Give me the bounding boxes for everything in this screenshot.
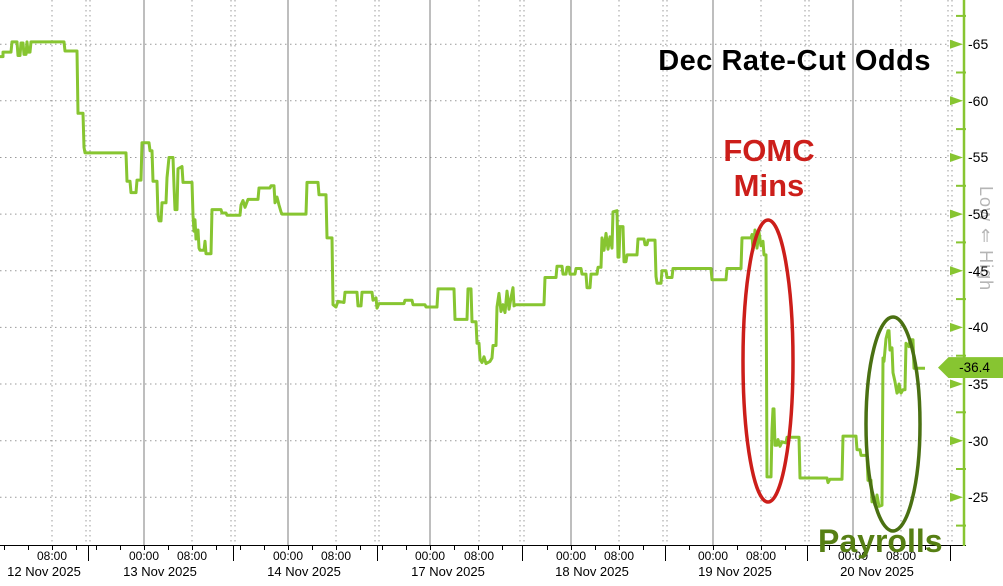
x-axis-minor-tick <box>595 546 596 550</box>
x-axis-minor-tick <box>120 546 121 550</box>
x-axis-time-label: 08:00 <box>463 549 495 563</box>
chart-title: Dec Rate-Cut Odds <box>658 45 931 77</box>
y-axis-arrow-tick <box>950 322 963 332</box>
x-axis-minor-tick <box>288 546 289 550</box>
x-axis-minor-tick <box>52 546 53 550</box>
x-axis-day-boundary-tick <box>665 546 666 561</box>
fomc-annotation-line1: FOMC <box>723 133 815 168</box>
x-axis-minor-tick <box>853 546 854 550</box>
x-axis-minor-tick <box>454 546 455 550</box>
x-axis-minor-tick <box>547 546 548 550</box>
x-axis-time-label: 08:00 <box>320 549 352 563</box>
y-axis: Low ⇐ High -65 -60 -55 -50 -45 -40 -35 -30 -25 <box>966 0 1003 546</box>
last-value-marker: -36.4 <box>938 357 1003 379</box>
y-axis-label: -60 <box>968 92 989 109</box>
x-axis-minor-tick <box>168 546 169 550</box>
x-axis-date-label: 18 Nov 2025 <box>555 564 629 579</box>
payrolls-ellipse <box>864 315 922 533</box>
y-axis-arrow-tick <box>950 492 963 502</box>
fomc-mins-annotation: FOMC Mins <box>723 133 814 203</box>
x-axis-time-label: 08:00 <box>176 549 208 563</box>
x-axis-day-boundary-tick <box>377 546 378 561</box>
x-axis-minor-tick <box>4 546 5 550</box>
y-axis-arrow-tick <box>950 436 963 446</box>
last-value-label: -36.4 <box>959 360 990 376</box>
x-axis-minor-tick <box>76 546 77 550</box>
x-axis-minor-tick <box>761 546 762 550</box>
x-axis-minor-tick <box>877 546 878 550</box>
fomc-ellipse <box>741 218 795 504</box>
x-axis-day-boundary-tick <box>233 546 234 561</box>
x-axis-time-label: 00:00 <box>414 549 446 563</box>
x-axis-minor-tick <box>619 546 620 550</box>
x-axis: 08:00 12 Nov 2025 00:00 08:00 13 Nov 2025 00:… <box>0 546 1003 586</box>
x-axis-minor-tick <box>478 546 479 550</box>
x-axis-minor-tick <box>96 546 97 550</box>
x-axis-date-label: 12 Nov 2025 <box>7 564 81 579</box>
x-axis-minor-tick <box>192 546 193 550</box>
y-axis-label: -65 <box>968 36 989 53</box>
x-axis-minor-tick <box>430 546 431 550</box>
x-axis-minor-tick <box>336 546 337 550</box>
x-axis-minor-tick <box>737 546 738 550</box>
x-axis-time-label: 00:00 <box>555 549 587 563</box>
x-axis-date-label: 20 Nov 2025 <box>840 564 914 579</box>
x-axis-minor-tick <box>829 546 830 550</box>
y-axis-label: -30 <box>968 432 989 449</box>
x-axis-time-label: 00:00 <box>128 549 160 563</box>
x-axis-minor-tick <box>713 546 714 550</box>
y-axis-label: -35 <box>968 376 989 392</box>
x-axis-minor-tick <box>240 546 241 550</box>
x-axis-minor-tick <box>264 546 265 550</box>
x-axis-minor-tick <box>571 546 572 550</box>
x-axis-time-label: 00:00 <box>272 549 304 563</box>
x-axis-time-label: 08:00 <box>885 549 917 563</box>
fomc-annotation-line2: Mins <box>733 168 805 204</box>
y-axis-label: -50 <box>968 206 989 223</box>
y-axis-label: -25 <box>968 489 989 506</box>
x-axis-minor-tick <box>406 546 407 550</box>
y-axis-arrow-tick <box>950 209 963 219</box>
odds-line-series <box>0 40 925 508</box>
y-axis-arrow-tick <box>950 153 963 162</box>
y-axis-arrow-tick <box>950 266 963 276</box>
x-axis-time-label: 08:00 <box>603 549 635 563</box>
x-axis-minor-tick <box>312 546 313 550</box>
x-axis-minor-tick <box>216 546 217 550</box>
x-axis-minor-tick <box>382 546 383 550</box>
y-axis-direction-label: Low ⇐ High <box>976 186 996 292</box>
x-axis-time-label: 00:00 <box>837 549 869 563</box>
y-axis-arrow-tick <box>950 379 963 389</box>
y-axis-label: -40 <box>968 319 989 336</box>
x-axis-time-label: 00:00 <box>697 549 729 563</box>
x-axis-minor-tick <box>925 546 926 550</box>
x-axis-date-label: 14 Nov 2025 <box>267 564 341 579</box>
x-axis-day-boundary-tick <box>522 546 523 561</box>
x-axis-day-boundary-tick <box>807 546 808 561</box>
x-axis-minor-tick <box>502 546 503 550</box>
x-axis-date-label: 19 Nov 2025 <box>698 564 772 579</box>
price-chart-plot-area <box>0 0 966 546</box>
x-axis-day-boundary-tick <box>88 546 89 561</box>
y-axis-label: -55 <box>968 149 989 166</box>
x-axis-minor-tick <box>28 546 29 550</box>
y-axis-label: -45 <box>968 262 989 279</box>
x-axis-date-label: 13 Nov 2025 <box>123 564 197 579</box>
x-axis-minor-tick <box>643 546 644 550</box>
x-axis-day-boundary-tick <box>950 546 951 561</box>
x-axis-date-label: 17 Nov 2025 <box>411 564 485 579</box>
x-axis-time-label: 08:00 <box>36 549 68 563</box>
x-axis-minor-tick <box>785 546 786 550</box>
x-axis-minor-tick <box>901 546 902 550</box>
x-axis-minor-tick <box>144 546 145 550</box>
x-axis-minor-tick <box>689 546 690 550</box>
payrolls-annotation: Payrolls <box>818 523 943 559</box>
y-axis-arrow-tick <box>950 96 963 106</box>
x-axis-time-label: 08:00 <box>745 549 777 563</box>
y-axis-arrow-tick <box>950 39 963 49</box>
x-axis-minor-tick <box>360 546 361 550</box>
